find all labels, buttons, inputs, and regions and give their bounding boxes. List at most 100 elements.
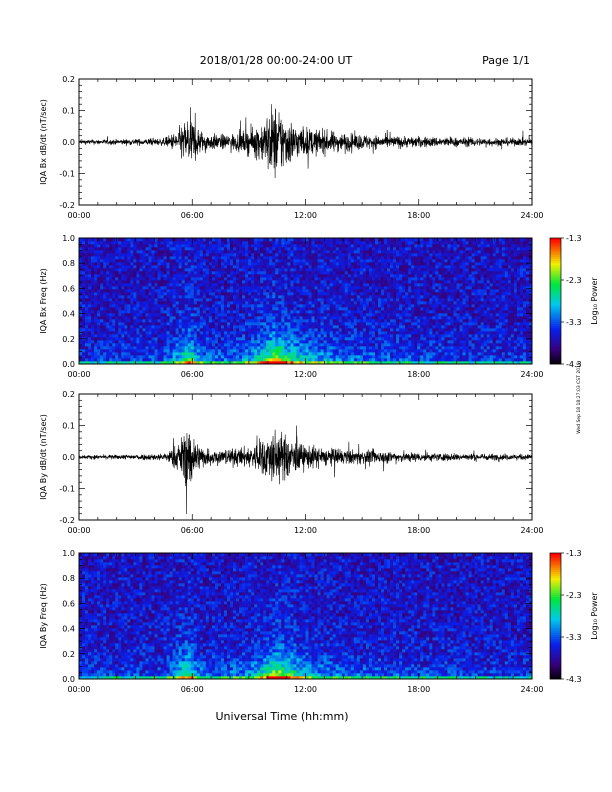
spectrogram-cell <box>208 340 213 344</box>
spectrogram-cell <box>320 337 324 341</box>
spectrogram-cell <box>293 322 297 326</box>
spectrogram-cell <box>239 319 243 323</box>
spectrogram-cell <box>154 238 158 242</box>
spectrogram-cell <box>281 280 285 284</box>
spectrogram-cell <box>341 247 346 251</box>
spectrogram-cell <box>332 307 337 311</box>
spectrogram-cell <box>245 274 249 278</box>
spectrogram-cell <box>362 313 367 317</box>
spectrogram-cell <box>178 289 183 293</box>
spectrogram-cell <box>130 256 134 260</box>
spectrogram-cell <box>208 253 213 257</box>
spectrogram-cell <box>94 334 98 338</box>
spectrogram-cell <box>341 325 346 329</box>
spectrogram-cell <box>196 319 201 323</box>
spectrogram-cell <box>172 247 176 251</box>
spectrogram-cell <box>163 334 167 338</box>
spectrogram-cell <box>359 280 364 284</box>
spectrogram-cell <box>420 259 424 263</box>
spectrogram-cell <box>166 238 170 242</box>
spectrogram-cell <box>308 301 312 305</box>
spectrogram-cell <box>223 361 228 365</box>
spectrogram-cell <box>387 292 391 296</box>
spectrogram-cell <box>193 274 198 278</box>
spectrogram-cell <box>151 286 155 290</box>
spectrogram-cell <box>362 346 367 350</box>
spectrogram-cell <box>169 268 173 272</box>
spectrogram-cell <box>178 244 183 248</box>
spectrogram-cell <box>115 331 119 335</box>
spectrogram-cell <box>278 355 282 359</box>
spectrogram-cell <box>260 295 264 299</box>
spectrogram-cell <box>299 325 303 329</box>
spectrogram-cell <box>136 292 140 296</box>
spectrogram-cell <box>362 301 367 305</box>
spectrogram-cell <box>145 298 149 302</box>
spectrogram-cell <box>305 292 309 296</box>
spectrogram-cell <box>230 328 234 332</box>
spectrogram-cell <box>335 343 340 347</box>
spectrogram-cell <box>163 349 167 353</box>
spectrogram-cell <box>169 352 173 356</box>
spectrogram-cell <box>290 352 294 356</box>
spectrogram-cell <box>426 307 430 311</box>
spectrogram-cell <box>94 277 98 281</box>
spectrogram-cell <box>193 256 198 260</box>
spectrogram-cell <box>314 301 318 305</box>
spectrogram-cell <box>115 340 119 344</box>
spectrogram-cell <box>223 325 228 329</box>
spectrogram-cell <box>263 241 267 245</box>
spectrogram-cell <box>266 268 270 272</box>
spectrogram-cell <box>299 331 303 335</box>
spectrogram-cell <box>317 250 321 254</box>
spectrogram-cell <box>109 361 113 365</box>
spectrogram-cell <box>85 310 89 314</box>
spectrogram-cell <box>106 250 110 254</box>
spectrogram-cell <box>299 268 303 272</box>
spectrogram-cell <box>284 268 288 272</box>
spectrogram-cell <box>230 268 234 272</box>
x-tick-label: 06:00 <box>181 211 204 220</box>
spectrogram-cell <box>311 298 315 302</box>
spectrogram-cell <box>239 340 243 344</box>
spectrogram-cell <box>332 355 337 359</box>
spectrogram-cell <box>85 313 89 317</box>
spectrogram-cell <box>272 265 276 269</box>
spectrogram-cell <box>417 283 421 287</box>
spectrogram-cell <box>269 349 273 353</box>
spectrogram-cell <box>130 289 134 293</box>
spectrogram-cell <box>157 310 161 314</box>
spectrogram-cell <box>290 334 294 338</box>
spectrogram-cell <box>184 337 189 341</box>
spectrogram-cell <box>205 352 210 356</box>
spectrogram-cell <box>368 274 373 278</box>
spectrogram-cell <box>272 352 276 356</box>
spectrogram-cell <box>371 238 376 242</box>
spectrogram-cell <box>151 358 155 362</box>
spectrogram-cell <box>254 277 258 281</box>
spectrogram-cell <box>275 328 279 332</box>
spectrogram-cell <box>211 304 216 308</box>
spectrogram-cell <box>335 250 340 254</box>
spectrogram-cell <box>130 286 134 290</box>
spectrogram-cell <box>374 247 379 251</box>
spectrogram-cell <box>169 361 173 365</box>
spectrogram-cell <box>266 334 270 338</box>
spectrogram-cell <box>109 298 113 302</box>
spectrogram-cell <box>220 256 225 260</box>
spectrogram-cell <box>242 298 246 302</box>
spectrogram-cell <box>145 322 149 326</box>
spectrogram-cell <box>326 346 331 350</box>
spectrogram-cell <box>181 361 186 365</box>
spectrogram-cell <box>139 307 143 311</box>
spectrogram-cell <box>202 361 207 365</box>
spectrogram-cell <box>124 334 128 338</box>
spectrogram-cell <box>85 325 89 329</box>
spectrogram-cell <box>178 238 183 242</box>
spectrogram-cell <box>230 304 234 308</box>
spectrogram-cell <box>341 328 346 332</box>
spectrogram-cell <box>172 262 176 266</box>
spectrogram-cell <box>287 265 291 269</box>
spectrogram-cell <box>329 310 334 314</box>
spectrogram-cell <box>133 274 137 278</box>
